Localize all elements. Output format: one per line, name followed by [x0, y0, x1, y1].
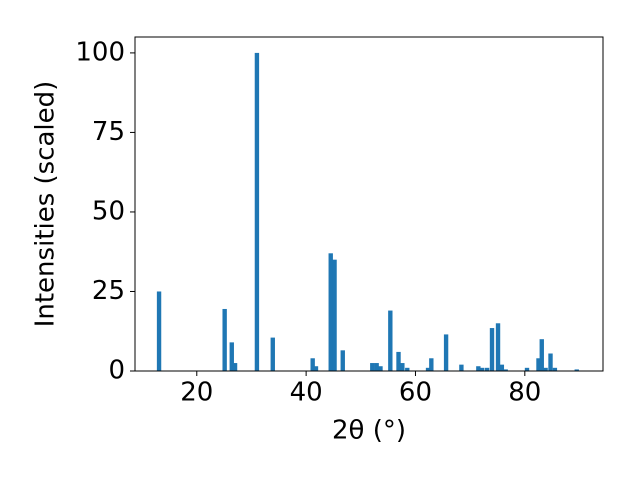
y-tick-label: 0: [108, 356, 125, 386]
bar: [370, 363, 375, 371]
y-tick-label: 100: [75, 37, 125, 67]
bar: [503, 369, 508, 371]
bar: [378, 366, 383, 371]
bar: [476, 366, 481, 371]
y-tick-label: 25: [92, 276, 125, 306]
bar: [443, 334, 449, 371]
bar: [429, 358, 434, 371]
bar: [524, 367, 530, 371]
y-tick-label: 75: [92, 117, 125, 147]
x-axis-label: 2θ (°): [332, 416, 406, 446]
y-axis-label: Intensities (scaled): [31, 81, 61, 328]
bar: [536, 358, 541, 371]
bar: [328, 253, 333, 371]
bar: [552, 367, 558, 371]
bar: [499, 364, 505, 371]
bar: [543, 367, 548, 371]
bar: [310, 358, 315, 371]
bar: [548, 353, 553, 371]
bar: [459, 364, 464, 371]
bar: [313, 366, 319, 371]
x-tick-label: 60: [399, 378, 432, 408]
plot-frame: [134, 36, 604, 372]
bar: [340, 350, 345, 371]
bar: [396, 351, 401, 371]
bar: [574, 369, 579, 371]
bar: [484, 367, 490, 371]
bar: [270, 337, 275, 371]
bar: [332, 259, 337, 371]
bar: [388, 310, 393, 371]
bar: [495, 323, 501, 371]
x-tick-label: 20: [180, 378, 213, 408]
bar: [254, 52, 260, 372]
x-tick-label: 80: [508, 378, 541, 408]
bar: [425, 367, 431, 371]
bar: [539, 339, 544, 371]
bar: [405, 367, 410, 371]
bar: [479, 367, 485, 371]
bar: [229, 342, 234, 371]
x-tick-label: 40: [290, 378, 323, 408]
bar: [374, 363, 379, 371]
bar: [222, 308, 227, 371]
bar: [400, 363, 405, 371]
y-tick-label: 50: [92, 196, 125, 226]
bar: [489, 328, 495, 371]
bar: [156, 291, 162, 371]
bar: [232, 363, 238, 371]
